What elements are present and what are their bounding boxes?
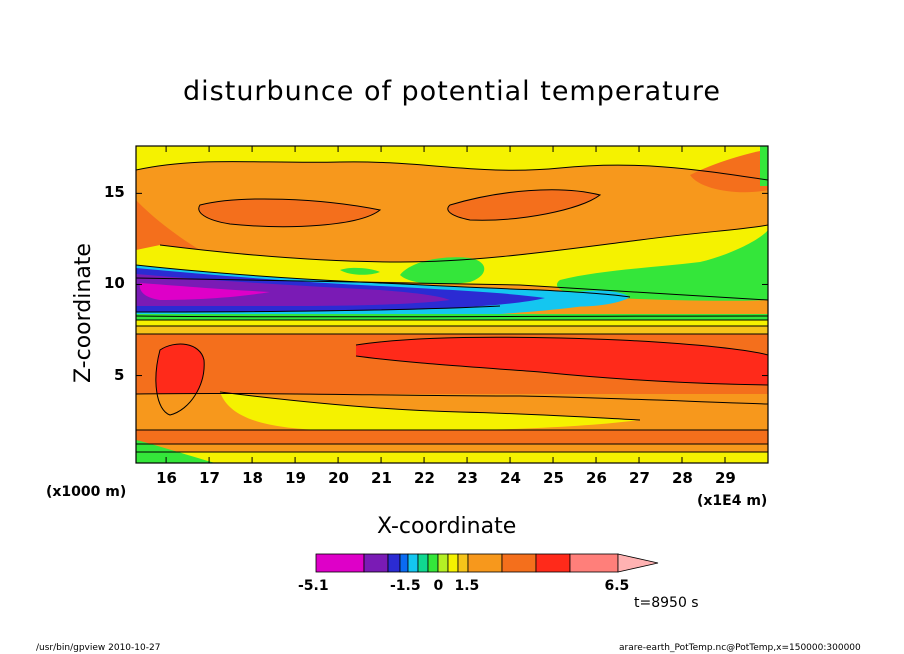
chart-title: disturbunce of potential temperature [183, 76, 721, 107]
x-tick-label: 18 [242, 469, 263, 487]
contour-region [760, 146, 768, 186]
y-axis-unit: (x1000 m) [46, 484, 127, 500]
time-label: t=8950 s [634, 595, 699, 611]
colorbar-cell [363, 553, 389, 573]
contour-region [400, 257, 485, 285]
contour-region [136, 444, 768, 452]
colorbar-cell [417, 553, 429, 573]
x-ticks [165, 146, 726, 463]
colorbar [315, 553, 659, 573]
colorbar-label: 6.5 [604, 578, 630, 594]
footer-left: /usr/bin/gpview 2010-10-27 [36, 643, 161, 653]
x-tick-label: 25 [543, 469, 564, 487]
colorbar-label: 0 [433, 578, 444, 594]
colorbar-cell [447, 553, 459, 573]
plot-frame [135, 145, 769, 464]
contour-region [136, 320, 768, 326]
colorbar-cell [399, 553, 409, 573]
footer-right: arare-earth_PotTemp.nc@PotTemp,x=150000:… [619, 643, 861, 653]
x-tick-label: 20 [328, 469, 349, 487]
x-tick-label: 27 [629, 469, 650, 487]
y-tick-label: 15 [104, 183, 125, 202]
contour-region [136, 452, 768, 463]
colorbar-cell [407, 553, 419, 573]
y-ticks [136, 192, 768, 377]
contour-region [136, 430, 768, 444]
x-axis-unit: (x1E4 m) [697, 493, 768, 509]
colorbar-label: -1.5 [390, 578, 421, 594]
contour-region [139, 283, 270, 300]
x-axis-label: X-coordinate [377, 514, 517, 539]
colorbar-cell [569, 553, 619, 573]
x-tick-label: 22 [414, 469, 435, 487]
colorbar-label: 1.5 [454, 578, 480, 594]
y-tick-label: 10 [104, 274, 125, 293]
colorbar-cell [387, 553, 401, 573]
y-axis-label: Z-coordinate [71, 243, 96, 383]
colorbar-cell [457, 553, 469, 573]
colorbar-cell [501, 553, 537, 573]
contour-region [136, 200, 200, 258]
contour-region [690, 150, 768, 193]
colorbar-cell [467, 553, 503, 573]
contour-region [447, 189, 600, 221]
x-tick-label: 19 [285, 469, 306, 487]
contour-region [556, 230, 768, 301]
x-tick-label: 29 [715, 469, 736, 487]
contour-region [136, 326, 768, 334]
x-tick-label: 28 [672, 469, 693, 487]
colorbar-cell [437, 553, 449, 573]
x-tick-label: 24 [500, 469, 521, 487]
contour-region [198, 198, 380, 227]
x-tick-label: 26 [586, 469, 607, 487]
x-tick-label: 16 [156, 469, 177, 487]
x-tick-label: 23 [457, 469, 478, 487]
colorbar-cell [427, 553, 439, 573]
y-tick-label: 5 [114, 365, 125, 384]
x-tick-label: 17 [199, 469, 220, 487]
contour-region [356, 337, 768, 385]
colorbar-cell [315, 553, 365, 573]
colorbar-arrow [617, 553, 659, 573]
x-tick-label: 21 [371, 469, 392, 487]
contour-region [136, 146, 768, 180]
colorbar-label: -5.1 [298, 578, 329, 594]
contour-region [340, 267, 380, 275]
colorbar-cell [535, 553, 571, 573]
